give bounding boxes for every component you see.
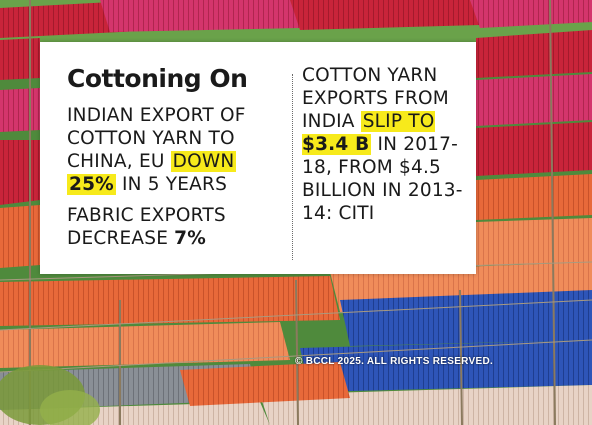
left-column: Cottoning On INDIAN EXPORT OF COTTON YAR…: [67, 64, 295, 250]
highlight-down: DOWN: [170, 151, 237, 172]
column-divider: [292, 74, 293, 260]
yarn-export-stat: INDIAN EXPORT OF COTTON YARN TO CHINA, E…: [67, 104, 295, 196]
infographic-title: Cottoning On: [67, 64, 248, 93]
copyright-notice: © BCCL 2025. ALL RIGHTS RESERVED.: [295, 356, 494, 367]
citi-text-start: COTTON YARN EXPORTS FROM INDIA: [302, 65, 449, 132]
fabric-export-stat: FABRIC EXPORTS DECREASE 7%: [67, 204, 295, 250]
citi-text-end: IN 2017-18, FROM $4.5 BILLION IN 2013-14…: [302, 134, 463, 224]
yarn-export-text-end: IN 5 YEARS: [115, 174, 228, 195]
fabric-percent: 7%: [174, 228, 206, 249]
citi-export-stat: COTTON YARN EXPORTS FROM INDIA SLIP TO $…: [302, 64, 472, 225]
fabric-export-text: FABRIC EXPORTS DECREASE: [67, 205, 226, 249]
highlight-amount: $3.4 B: [302, 134, 370, 155]
info-panel: Cottoning On INDIAN EXPORT OF COTTON YAR…: [40, 42, 476, 274]
right-column: COTTON YARN EXPORTS FROM INDIA SLIP TO $…: [302, 64, 472, 225]
highlight-slip-text: SLIP TO: [362, 111, 435, 132]
yarn-export-text: INDIAN EXPORT OF COTTON YARN TO CHINA, E…: [67, 105, 246, 172]
highlight-percent: 25%: [67, 174, 116, 195]
